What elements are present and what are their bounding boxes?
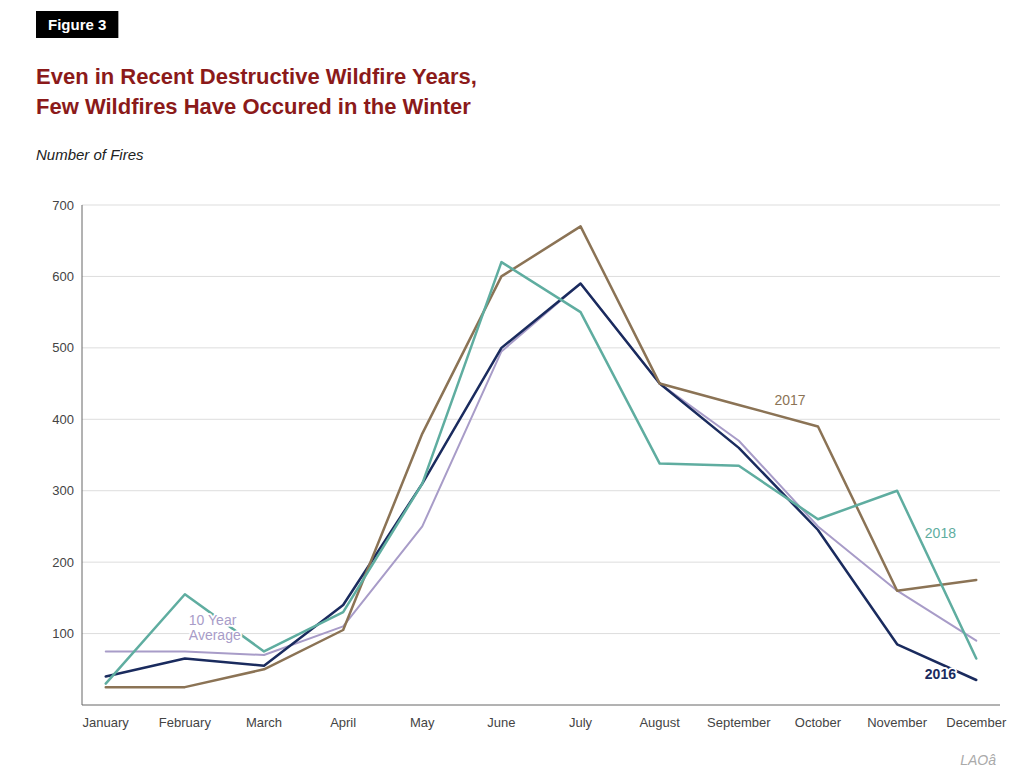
x-tick-label: June xyxy=(487,715,515,730)
series-labels: 10 YearAverage 2016 2017 2018 xyxy=(189,392,956,682)
y-tick-label: 400 xyxy=(52,412,74,427)
x-tick-label: January xyxy=(83,715,130,730)
x-tick-label: March xyxy=(246,715,282,730)
grid-line xyxy=(82,490,1000,491)
x-tick-label: July xyxy=(569,715,593,730)
x-tick-label: September xyxy=(707,715,771,730)
title: Even in Recent Destructive Wildfire Year… xyxy=(36,64,477,119)
grid-line xyxy=(82,419,1000,420)
grid-line xyxy=(82,276,1000,277)
series-label: 2016 xyxy=(925,666,956,682)
x-tick-label: April xyxy=(330,715,356,730)
y-axis xyxy=(82,205,83,705)
series-label: 2018 xyxy=(925,525,956,541)
y-tick-label: 600 xyxy=(52,269,74,284)
grid-line xyxy=(82,347,1000,348)
x-tick-label: October xyxy=(795,715,842,730)
series-label: 10 YearAverage xyxy=(189,612,241,643)
series-label: 2017 xyxy=(774,392,805,408)
x-tick-label: May xyxy=(410,715,435,730)
x-tick-label: November xyxy=(867,715,928,730)
y-tick-label: 100 xyxy=(52,626,74,641)
grid xyxy=(82,205,1000,634)
series-line xyxy=(106,284,977,655)
grid-line xyxy=(82,205,1000,206)
x-tick-label: August xyxy=(639,715,680,730)
y-tick-label: 300 xyxy=(52,483,74,498)
watermark: LAOâ xyxy=(960,752,996,768)
y-tick-label: 500 xyxy=(52,340,74,355)
chart: Figure 3 Even in Recent Destructive Wildf… xyxy=(0,0,1032,779)
figure-label-text: Figure 3 xyxy=(48,16,106,33)
y-tick-label: 200 xyxy=(52,555,74,570)
series-line xyxy=(106,262,977,683)
x-axis xyxy=(82,705,1000,706)
x-tick-label: December xyxy=(946,715,1007,730)
series-line xyxy=(106,226,977,687)
figure-label: Figure 3 xyxy=(36,11,118,38)
series-lines xyxy=(106,226,977,687)
y-tick-label: 700 xyxy=(52,198,74,213)
x-tick-label: February xyxy=(159,715,212,730)
figure-label-box xyxy=(36,11,118,38)
subtitle: Number of Fires xyxy=(36,146,144,163)
